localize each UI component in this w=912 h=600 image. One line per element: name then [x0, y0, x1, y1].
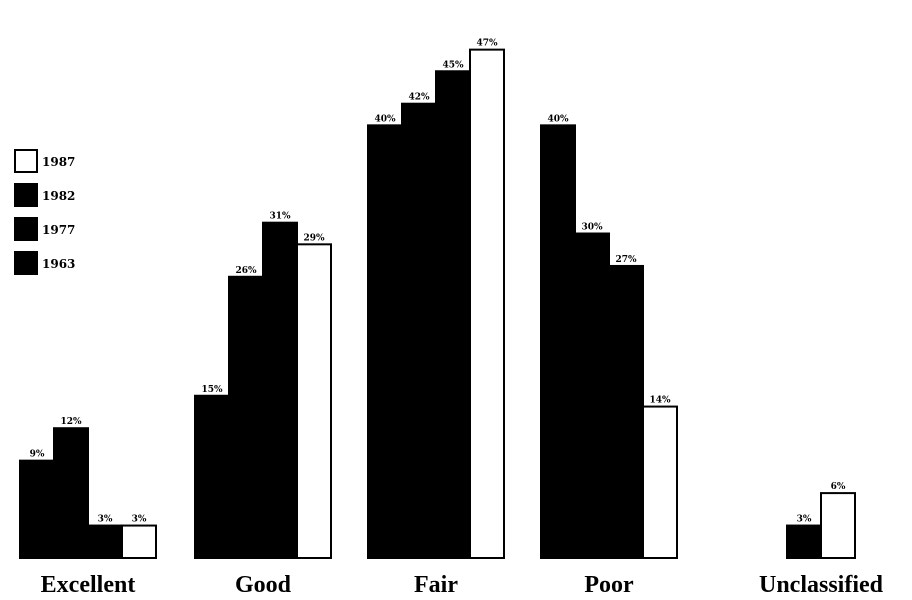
bar-poor-1982 — [608, 264, 644, 559]
value-label-fair-1987: 47% — [476, 39, 498, 49]
value-label-poor-1977: 30% — [581, 223, 603, 233]
value-label-unclassified-1987: 6% — [831, 482, 846, 492]
bar-poor-1963 — [540, 124, 576, 560]
bar-excellent-1987 — [121, 524, 157, 560]
value-label-fair-1963: 40% — [374, 114, 396, 124]
category-labels-layer: Excellent Good Fair Poor Unclassified — [41, 572, 884, 598]
value-label-excellent-1977: 12% — [60, 417, 82, 427]
value-label-good-1977: 26% — [235, 266, 257, 276]
value-label-good-1987: 29% — [303, 233, 325, 243]
bar-excellent-1977 — [53, 427, 89, 559]
category-label-good: Good — [235, 572, 292, 598]
value-label-fair-1977: 42% — [408, 93, 430, 103]
bar-fair-1963 — [367, 124, 403, 560]
value-label-excellent-1987: 3% — [132, 515, 147, 525]
legend-swatch-1987 — [14, 149, 38, 173]
value-label-poor-1987: 14% — [649, 396, 671, 406]
bar-good-1963 — [194, 394, 230, 559]
value-label-good-1982: 31% — [269, 212, 291, 222]
legend-label-1982: 1982 — [42, 189, 75, 203]
bar-excellent-1982 — [87, 524, 123, 560]
bar-unclassified-1987 — [820, 492, 856, 560]
legend-label-1987: 1987 — [42, 155, 75, 169]
bar-good-1987 — [296, 243, 332, 559]
legend-label-1977: 1977 — [42, 223, 75, 237]
value-label-excellent-1963: 9% — [30, 450, 45, 460]
bar-fair-1977 — [401, 102, 437, 559]
bars-layer — [19, 48, 856, 560]
value-label-excellent-1982: 3% — [98, 515, 113, 525]
bar-good-1982 — [262, 221, 298, 559]
category-label-excellent: Excellent — [41, 572, 136, 598]
legend-swatch-1977 — [14, 217, 38, 241]
legend: 1987 1982 1977 1963 — [14, 149, 75, 275]
value-label-fair-1982: 45% — [442, 60, 464, 70]
value-label-good-1963: 15% — [201, 385, 223, 395]
category-label-fair: Fair — [414, 572, 458, 598]
bar-unclassified-1982 — [786, 524, 822, 560]
legend-swatch-1982 — [14, 183, 38, 207]
bar-poor-1987 — [642, 405, 678, 560]
value-labels-layer: 9% 12% 3% 3% 15% 26% 31% 29% 40% 42% 45% 47% 40% 30% 2… — [30, 39, 846, 525]
legend-swatch-1963 — [14, 251, 38, 275]
category-label-unclassified: Unclassified — [759, 572, 884, 598]
bar-good-1977 — [228, 275, 264, 559]
bar-excellent-1963 — [19, 459, 55, 560]
value-label-poor-1982: 27% — [615, 255, 637, 265]
legend-label-1963: 1963 — [42, 257, 75, 271]
bar-fair-1982 — [435, 70, 471, 559]
value-label-poor-1963: 40% — [547, 114, 569, 124]
bar-fair-1987 — [469, 48, 505, 559]
bar-poor-1977 — [574, 232, 610, 560]
category-label-poor: Poor — [584, 572, 634, 598]
value-label-unclassified-1982: 3% — [797, 515, 812, 525]
